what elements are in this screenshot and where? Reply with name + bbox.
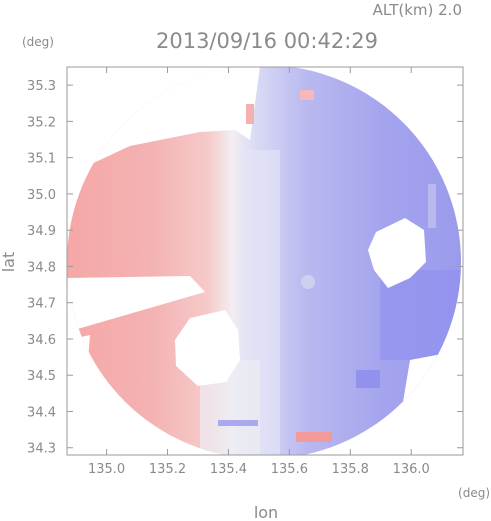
x-tick-label: 135.2 xyxy=(149,462,186,477)
y-tick-label: 35.3 xyxy=(27,79,56,94)
x-tick-label: 135.4 xyxy=(210,462,247,477)
chart-title: 2013/09/16 00:42:29 xyxy=(156,29,378,53)
y-tick-label: 34.4 xyxy=(27,405,56,420)
x-axis-label: lon xyxy=(254,503,278,521)
y-tick-labels: 34.3 34.4 34.5 34.6 34.7 34.8 34.9 35.0 35.1 35.2… xyxy=(27,79,56,457)
y-unit-label: (deg) xyxy=(22,35,54,49)
chart-subtitle: ALT(km) 2.0 xyxy=(373,1,462,19)
x-tick-labels: 135.0 135.2 135.4 135.6 135.8 136.0 xyxy=(88,462,430,477)
x-tick-label: 135.8 xyxy=(332,462,369,477)
y-tick-label: 34.7 xyxy=(27,297,56,312)
negative-speckle xyxy=(356,370,380,388)
no-echo-southwest xyxy=(67,335,90,460)
x-tick-label: 136.0 xyxy=(393,462,430,477)
x-unit-label: (deg) xyxy=(458,486,490,500)
y-tick-label: 34.8 xyxy=(27,260,56,275)
y-axis-label: lat xyxy=(0,252,18,273)
y-tick-label: 34.6 xyxy=(27,333,56,348)
x-tick-label: 135.6 xyxy=(271,462,308,477)
y-tick-label: 34.9 xyxy=(27,224,56,239)
y-tick-label: 35.2 xyxy=(27,115,56,130)
negative-speckle xyxy=(428,184,436,228)
positive-speckle xyxy=(296,432,332,442)
clutter-speckle xyxy=(301,275,315,289)
y-tick-label: 34.3 xyxy=(27,442,56,457)
negative-speckle xyxy=(218,420,258,426)
y-tick-label: 35.1 xyxy=(27,152,56,167)
radar-velocity-field xyxy=(60,60,470,470)
positive-speckle xyxy=(246,104,254,124)
y-tick-label: 35.0 xyxy=(27,188,56,203)
y-tick-label: 34.5 xyxy=(27,369,56,384)
x-tick-label: 135.0 xyxy=(88,462,125,477)
positive-speckle xyxy=(300,90,314,100)
